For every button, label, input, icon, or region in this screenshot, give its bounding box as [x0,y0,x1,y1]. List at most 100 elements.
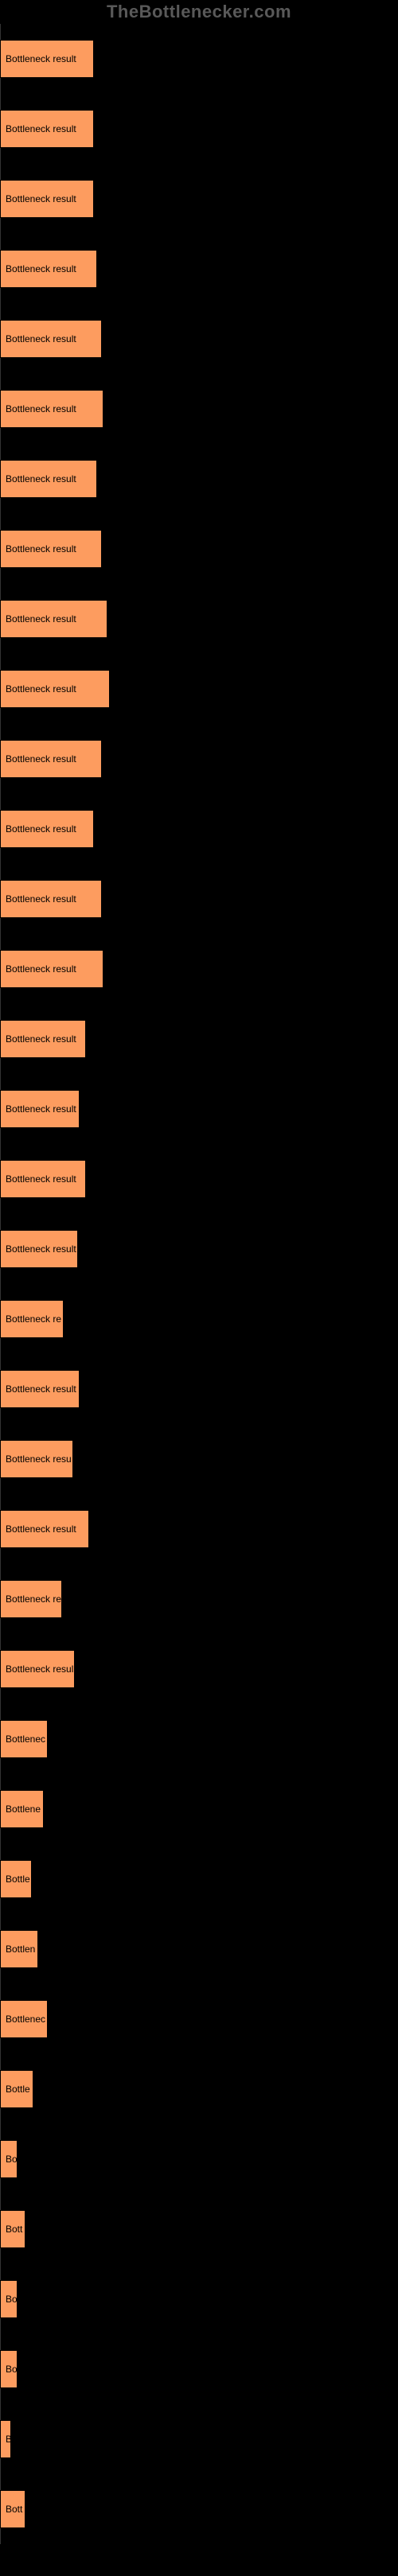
bar-row: Bottleneck result [0,724,398,794]
bar-label: Bottleneck result [6,613,76,625]
bar-row: Bottleneck result [0,514,398,584]
bar: Bottleneck re [0,1300,64,1338]
bar-label: Bottleneck result [6,543,76,555]
bar-row: Bottleneck resu [0,1424,398,1494]
bar-label: Bottleneck result [6,123,76,134]
bar-label: Bottleneck resu [6,1453,72,1465]
bar: Bottleneck result [0,1510,89,1548]
bar-row: Bottleneck result [0,444,398,514]
bar-label: B [6,2434,11,2445]
bar-row: Bottleneck result [0,1494,398,1564]
bar: Bottleneck result [0,1090,80,1128]
bar-label: Bottle [6,2084,30,2095]
bar-label: Bottlenec [6,2014,45,2025]
bar: Bottleneck result [0,880,102,918]
bar-label: Bottleneck result [6,333,76,344]
bar: Bottlene [0,1790,44,1828]
bar-row: Bottleneck result [0,304,398,374]
bar-label: Bott [6,2224,22,2235]
bar: Bottleneck result [0,1160,86,1198]
bar: Bottleneck result [0,530,102,568]
bar-row: Bottle [0,2054,398,2124]
bar-label: Bottlen [6,1944,35,1955]
bar-row: Bottleneck result [0,1354,398,1424]
bar: Bottleneck result [0,810,94,848]
bar-row: Bottleneck result [0,794,398,864]
bar-row: Bottleneck re [0,1284,398,1354]
bar-row: Bottleneck result [0,1144,398,1214]
bar: Bottleneck result [0,250,97,288]
bar-row: Bottleneck result [0,584,398,654]
bar-row: Bo [0,2124,398,2194]
bar-label: Bottleneck re [6,1593,61,1605]
chart-area: Bottleneck result Bottleneck result Bottle… [0,24,398,2544]
bar: Bottleneck result [0,950,103,988]
bar-label: Bottleneck result [6,1103,76,1115]
bar-label: Bo [6,2364,18,2375]
bar: Bottleneck result [0,460,97,498]
bar-row: Bott [0,2474,398,2544]
bar-label: Bo [6,2154,18,2165]
bar-row: Bottlenec [0,1704,398,1774]
bar-label: Bottle [6,1874,30,1885]
bar-label: Bottleneck result [6,403,76,414]
bar-label: Bottleneck result [6,1243,76,1255]
bar: Bo [0,2140,18,2178]
bar-label: Bottlene [6,1804,41,1815]
bar: Bottleneck re [0,1580,62,1618]
bar-label: Bottleneck result [6,53,76,64]
bar-label: Bottleneck result [6,1523,76,1535]
bar: Bottleneck result [0,40,94,78]
watermark-text: TheBottlenecker.com [107,2,291,22]
bar-label: Bottleneck result [6,1383,76,1395]
bar: Bo [0,2350,18,2388]
bar: Bottleneck result [0,1020,86,1058]
bar-row: Bottleneck result [0,1214,398,1284]
bar-label: Bo [6,2294,18,2305]
bar: B [0,2420,11,2458]
bar: Bottle [0,1860,32,1898]
bar: Bottlenec [0,2000,48,2038]
bar-label: Bott [6,2504,22,2515]
bar-row: Bottlenec [0,1984,398,2054]
bar-row: Bottleneck result [0,24,398,94]
bar: Bott [0,2210,25,2248]
bar: Bottleneck result [0,390,103,428]
bar-row: Bott [0,2194,398,2264]
bar-label: Bottleneck resul [6,1664,73,1675]
bar-row: Bottleneck result [0,234,398,304]
bar: Bottlenec [0,1720,48,1758]
bar: Bottleneck resu [0,1440,73,1478]
bar-row: Bottleneck result [0,374,398,444]
bar-row: Bottleneck result [0,1074,398,1144]
bar-label: Bottleneck result [6,1033,76,1045]
bar-label: Bottleneck result [6,893,76,905]
bar: Bottleneck result [0,670,110,708]
bar-label: Bottleneck result [6,753,76,765]
bar: Bottleneck resul [0,1650,75,1688]
chart-container: Bottleneck result Bottleneck result Bottle… [0,0,398,2576]
bar: Bo [0,2280,18,2318]
bar-label: Bottlenec [6,1734,45,1745]
bar-row: Bottleneck result [0,164,398,234]
bar-label: Bottleneck result [6,263,76,274]
bar-row: B [0,2404,398,2474]
bar-row: Bottlene [0,1774,398,1844]
bar-row: Bottle [0,1844,398,1914]
bar-row: Bottleneck result [0,94,398,164]
bar-label: Bottleneck re [6,1313,61,1325]
bar-row: Bottleneck result [0,654,398,724]
bar-label: Bottleneck result [6,1173,76,1185]
bar: Bottleneck result [0,110,94,148]
bar-label: Bottleneck result [6,193,76,204]
bar-label: Bottleneck result [6,473,76,484]
bar: Bottleneck result [0,600,107,638]
bar-row: Bottleneck result [0,864,398,934]
bar: Bott [0,2490,25,2528]
bar: Bottleneck result [0,1370,80,1408]
bar: Bottleneck result [0,180,94,218]
bar: Bottleneck result [0,740,102,778]
bar-row: Bottleneck resul [0,1634,398,1704]
bar-label: Bottleneck result [6,823,76,835]
bar: Bottleneck result [0,320,102,358]
